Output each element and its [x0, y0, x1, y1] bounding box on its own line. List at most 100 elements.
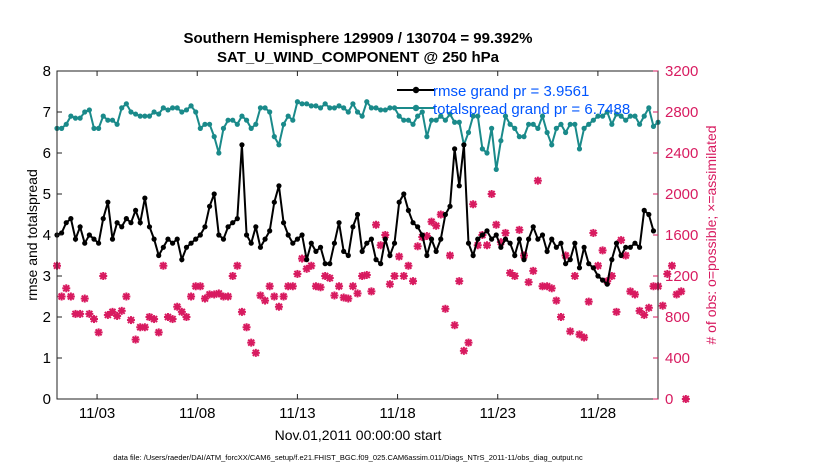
rmse-point [179, 257, 185, 263]
rmse-point [558, 240, 564, 246]
rmse-point [197, 232, 203, 238]
obs-point [598, 246, 607, 255]
y-tick-label: 8 [43, 63, 51, 80]
totalspread-point [424, 134, 430, 140]
totalspread-point [239, 113, 245, 119]
y-tick-label: 7 [43, 104, 51, 121]
totalspread-point [558, 121, 564, 127]
y2-tick-label: 2400 [665, 145, 698, 162]
rmse-point [350, 224, 356, 230]
rmse-point [452, 146, 458, 152]
obs-point [566, 327, 575, 336]
totalspread-point [280, 121, 287, 127]
obs-point [640, 310, 649, 319]
obs-point [617, 236, 626, 245]
obs-point [667, 261, 676, 270]
obs-point [372, 220, 381, 229]
obs-point [385, 280, 394, 289]
totalspread-point [96, 125, 102, 131]
y-tick-label: 5 [43, 186, 51, 203]
totalspread-point [498, 138, 504, 144]
totalspread-point [539, 113, 546, 119]
obs-point [404, 261, 413, 270]
obs-point [580, 333, 589, 342]
totalspread-point [331, 105, 338, 111]
rmse-point [415, 224, 421, 230]
obs-point [390, 272, 399, 280]
obs-point [298, 254, 307, 263]
rmse-point [641, 207, 647, 213]
obs-point [122, 292, 131, 301]
obs-point [316, 283, 325, 292]
rmse-point [632, 240, 638, 246]
obs-point [150, 315, 159, 324]
rmse-point [156, 252, 162, 259]
rmse-point [507, 240, 513, 246]
totalspread-point [646, 105, 652, 111]
rmse-point [364, 240, 370, 246]
totalspread-point [581, 125, 587, 131]
rmse-point [146, 224, 153, 230]
obs-point [533, 176, 542, 185]
totalspread-point [378, 107, 384, 113]
totalspread-point [299, 101, 305, 107]
rmse-point [327, 261, 333, 267]
totalspread-point [285, 113, 291, 119]
obs-point [612, 307, 621, 316]
obs-point [224, 292, 233, 301]
obs-point [469, 200, 478, 209]
totalspread-point [595, 113, 601, 119]
totalspread-point [72, 115, 79, 121]
obs-point [62, 284, 71, 293]
obs-point [80, 294, 89, 303]
y2-tick-label: 2000 [665, 186, 698, 203]
obs-point [487, 190, 496, 198]
rmse-point [276, 183, 282, 189]
rmse-point [280, 220, 287, 226]
rmse-point [137, 220, 143, 226]
totalspread-point [271, 134, 277, 140]
data-file-footer: data file: /Users/raeder/DAI/ATM_forcXX/… [113, 453, 583, 462]
totalspread-point [304, 101, 310, 107]
rmse-point [493, 232, 499, 238]
obs-point [57, 292, 66, 301]
rmse-point [114, 220, 120, 226]
y-tick-label: 4 [43, 227, 51, 244]
obs-point [524, 278, 533, 287]
obs-point [409, 277, 418, 286]
totalspread-point [253, 121, 259, 127]
rmse-point [119, 224, 125, 230]
obs-point [196, 282, 205, 291]
rmse-point [313, 248, 319, 254]
obs-point [293, 269, 302, 278]
rmse-point [447, 203, 453, 209]
obs-point [584, 297, 593, 306]
rmse-point [484, 228, 490, 234]
rmse-point [475, 236, 481, 242]
rmse-point [202, 224, 208, 230]
rmse-point [604, 281, 610, 287]
obs-point [658, 301, 667, 310]
rmse-point [599, 277, 606, 283]
totalspread-point [599, 113, 606, 119]
obs-point [395, 252, 404, 261]
totalspread-point [433, 117, 439, 123]
obs-point [94, 328, 103, 337]
rmse-point [160, 244, 166, 250]
totalspread-point [165, 107, 171, 113]
y-tick-label: 2 [43, 309, 51, 326]
obs-point [381, 231, 390, 239]
y-tick-label: 6 [43, 145, 51, 162]
rmse-point [465, 240, 472, 246]
rmse-line [56, 144, 655, 287]
rmse-point [526, 236, 532, 242]
obs-point [242, 323, 251, 332]
rmse-point [373, 257, 379, 263]
totalspread-point [230, 117, 236, 123]
obs-point [529, 266, 538, 275]
rmse-point [336, 220, 342, 226]
rmse-point [627, 244, 633, 250]
rmse-point [613, 240, 620, 246]
x-axis-label: Nov.01,2011 00:00:00 start [275, 427, 442, 443]
